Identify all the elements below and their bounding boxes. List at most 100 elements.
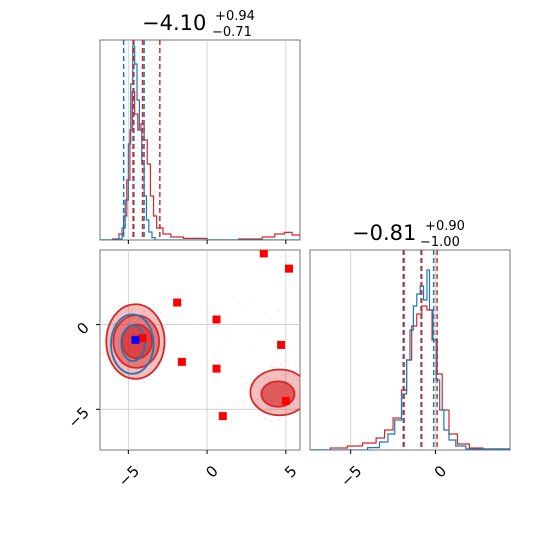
title-param1-plus: +0.94	[215, 9, 255, 24]
sample-point	[229, 315, 232, 317]
sample-point	[259, 390, 261, 393]
sample-point	[143, 310, 146, 312]
sample-point	[137, 316, 140, 319]
sample-point	[196, 325, 199, 328]
sample-point	[252, 384, 255, 387]
sample-point	[135, 379, 138, 382]
sample-point	[240, 310, 243, 313]
sample-point	[230, 335, 233, 338]
sample-point	[300, 387, 302, 389]
sample-point	[264, 418, 267, 421]
sample-point	[267, 379, 270, 382]
marker-red	[212, 315, 221, 324]
sample-point	[243, 385, 245, 387]
sample-point	[113, 370, 116, 373]
hist-param1-blue	[100, 45, 300, 240]
x-tick-label: −5	[115, 462, 143, 490]
marker-red	[173, 298, 182, 307]
sample-point	[251, 300, 253, 303]
sample-point	[264, 416, 267, 419]
sample-point	[301, 373, 303, 375]
sample-point	[295, 365, 297, 367]
sample-point	[217, 346, 220, 349]
sample-point	[292, 403, 295, 406]
sample-point	[276, 309, 279, 311]
title-param2-plus: +0.90	[425, 219, 465, 234]
sample-point	[268, 419, 271, 421]
sample-point	[281, 364, 284, 366]
sample-point	[259, 387, 262, 390]
sample-point	[160, 311, 163, 314]
sample-point	[206, 353, 209, 356]
sample-point	[114, 322, 117, 325]
sample-point	[117, 304, 119, 307]
sample-point	[258, 393, 261, 395]
sample-point	[243, 399, 246, 402]
contour-blue	[110, 313, 155, 375]
sample-point	[257, 382, 259, 384]
sample-point	[160, 348, 163, 351]
sample-point	[295, 378, 298, 381]
x-tick-label: 0	[431, 462, 450, 481]
sample-point	[241, 376, 244, 378]
y-tick-label: −5	[64, 403, 92, 431]
sample-point	[121, 328, 123, 331]
x-tick-label: 0	[202, 462, 221, 481]
sample-point	[269, 365, 272, 368]
marker-red	[138, 334, 147, 343]
sample-point	[161, 346, 164, 349]
sample-point	[219, 360, 222, 363]
hist-param2-red	[310, 305, 510, 450]
sample-point	[276, 418, 279, 421]
sample-point	[246, 389, 249, 392]
sample-point	[275, 377, 278, 380]
sample-point	[143, 381, 146, 384]
sample-point	[156, 361, 159, 363]
sample-point	[244, 382, 247, 384]
sample-point	[263, 377, 266, 380]
sample-point	[267, 408, 270, 411]
sample-point	[199, 366, 202, 369]
sample-point	[256, 404, 259, 406]
y-tick-label: 0	[73, 319, 92, 338]
sample-point	[236, 322, 238, 325]
sample-point	[130, 310, 133, 313]
sample-point	[123, 301, 126, 303]
sample-point	[158, 365, 160, 368]
sample-point	[288, 381, 291, 384]
sample-point	[287, 350, 290, 352]
sample-point	[253, 386, 255, 389]
sample-point	[291, 382, 293, 385]
sample-point	[101, 351, 104, 353]
sample-point	[100, 331, 102, 334]
sample-point	[100, 352, 103, 355]
title-param1: −4.10 +0.94	[142, 9, 255, 35]
sample-point	[283, 359, 286, 362]
sample-point	[257, 371, 259, 374]
marker-red	[218, 412, 227, 421]
sample-point	[164, 326, 167, 329]
title-param2: −0.81 +0.90	[352, 219, 465, 245]
sample-point	[165, 321, 168, 324]
sample-point	[121, 367, 124, 369]
marker-red	[212, 364, 221, 373]
sample-point	[286, 372, 289, 375]
sample-point	[278, 309, 281, 312]
sample-point	[206, 346, 208, 349]
sample-point	[272, 365, 275, 368]
marker-red	[281, 396, 290, 405]
sample-point	[276, 308, 279, 311]
sample-point	[100, 329, 103, 332]
title-param2-minus: −1.00	[420, 235, 460, 250]
marker-red	[284, 264, 293, 273]
marker-red	[177, 357, 186, 366]
sample-point	[295, 369, 298, 372]
hist-param1-red	[100, 91, 300, 240]
sample-point	[267, 328, 270, 331]
sample-point	[238, 302, 241, 305]
sample-point	[263, 330, 266, 333]
sample-point	[273, 361, 275, 364]
sample-point	[282, 373, 285, 376]
marker-red	[277, 340, 286, 349]
